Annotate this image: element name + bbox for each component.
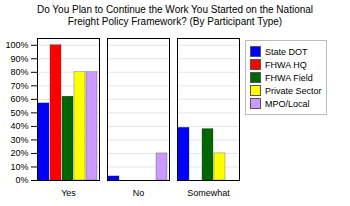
html-text:Private Sector: Private Sector [265, 85, 322, 96]
svg-text:80%: 80% [10, 67, 28, 77]
svg-text:100%: 100% [5, 40, 28, 50]
svg-text:40%: 40% [10, 121, 28, 131]
html-text:FHWA Field: FHWA Field [265, 72, 313, 83]
svg-text:No: No [133, 188, 145, 198]
html-text:MPO/Local: MPO/Local [265, 98, 310, 109]
svg-text:20%: 20% [10, 148, 28, 158]
svg-text:60%: 60% [10, 94, 28, 104]
html-text:Do You Plan to Continue the Wo: Do You Plan to Continue the Work You Sta… [36, 4, 314, 27]
svg-text:0%: 0% [15, 175, 28, 185]
html-text:FHWA HQ: FHWA HQ [265, 59, 307, 70]
svg-text:10%: 10% [10, 162, 28, 172]
svg-text:70%: 70% [10, 81, 28, 91]
svg-text:30%: 30% [10, 135, 28, 145]
svg-text:Yes: Yes [61, 188, 76, 198]
svg-text:Somewhat: Somewhat [187, 188, 230, 198]
svg-text:90%: 90% [10, 54, 28, 64]
svg-text:50%: 50% [10, 108, 28, 118]
html-text:State DOT: State DOT [265, 46, 308, 57]
